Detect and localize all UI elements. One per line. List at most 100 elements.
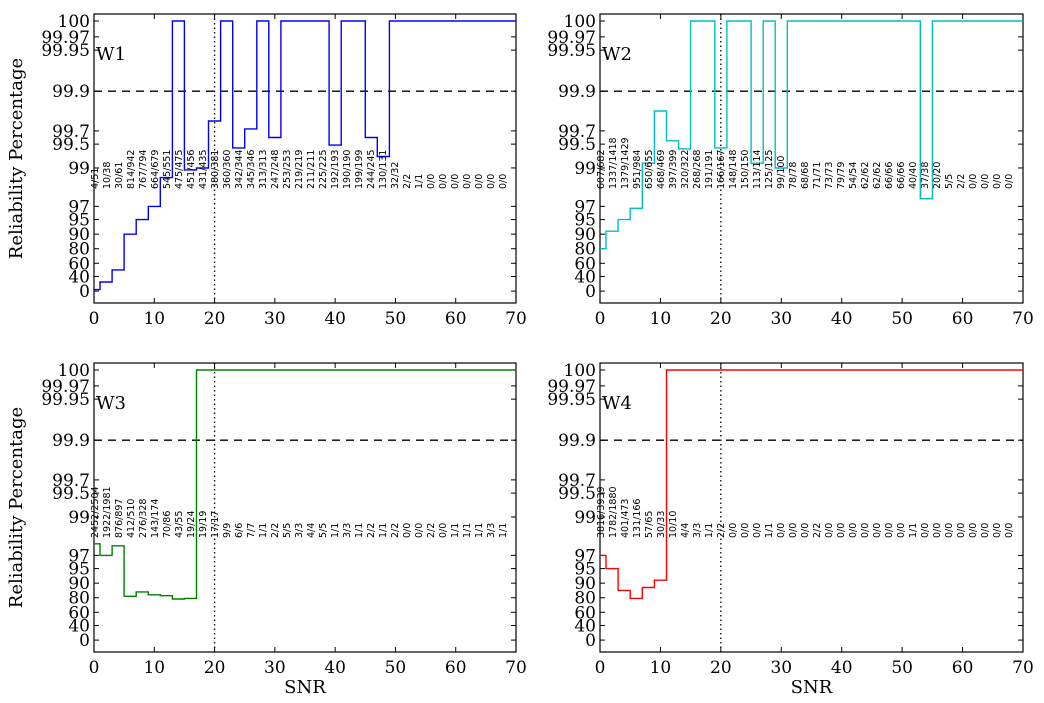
count-annotation: 0/0 <box>968 523 979 538</box>
count-annotation: 70/86 <box>162 511 173 538</box>
count-annotation: 0/0 <box>788 523 799 538</box>
y-tick-label: 99.5 <box>558 484 596 504</box>
count-annotation: 78/78 <box>788 162 799 189</box>
x-tick-label: 20 <box>710 658 732 678</box>
count-annotation: 3/3 <box>486 523 497 538</box>
reliability-step-line <box>600 369 1023 600</box>
count-annotation: 19/19 <box>198 511 209 538</box>
count-annotation: 0/0 <box>462 174 473 189</box>
x-tick-label: 10 <box>650 309 672 329</box>
count-annotation: 0/0 <box>944 523 955 538</box>
reliability-step-line <box>600 20 1023 250</box>
x-tick-label: 30 <box>770 658 792 678</box>
count-annotation: 0/0 <box>932 523 943 538</box>
x-tick-label: 60 <box>952 309 974 329</box>
count-annotation: 4/4 <box>680 523 691 538</box>
count-annotation: 4/4 <box>306 523 317 538</box>
x-tick-label: 50 <box>891 658 913 678</box>
count-annotation: 1/1 <box>704 523 715 538</box>
count-annotation: 0/0 <box>728 523 739 538</box>
panel-title: W3 <box>96 393 126 414</box>
count-annotation: 0/0 <box>450 174 461 189</box>
count-annotation: 2/2 <box>402 174 413 189</box>
count-annotation: 125/125 <box>764 150 775 189</box>
count-annotation: 0/0 <box>414 523 425 538</box>
count-annotation: 475/475 <box>174 150 185 189</box>
count-annotation: 431/435 <box>198 150 209 189</box>
y-tick-label: 99.95 <box>41 390 90 410</box>
count-annotation: 345/346 <box>246 150 257 189</box>
count-annotation: 10/38 <box>102 162 113 189</box>
count-annotation: 30/61 <box>114 162 125 189</box>
count-annotation: 1/1 <box>462 523 473 538</box>
y-tick-label: 80 <box>574 589 596 609</box>
count-annotation: 150/150 <box>740 150 751 189</box>
count-annotation: 0/0 <box>438 174 449 189</box>
x-tick-label: 0 <box>595 658 606 678</box>
count-annotation: 30/33 <box>656 511 667 538</box>
count-annotation: 43/55 <box>174 511 185 538</box>
count-annotation: 397/399 <box>668 150 679 189</box>
x-tick-label: 30 <box>770 309 792 329</box>
y-tick-label: 90 <box>574 225 596 245</box>
count-annotation: 79/79 <box>836 162 847 189</box>
axes-frame <box>93 362 517 653</box>
count-annotation: 767/794 <box>138 150 149 189</box>
y-tick-label: 99.7 <box>558 471 596 491</box>
y-tick-label: 0 <box>79 282 90 302</box>
count-annotation: 3/3 <box>692 523 703 538</box>
x-tick-label: 30 <box>264 309 286 329</box>
count-annotation: 468/469 <box>656 150 667 189</box>
count-annotation: 99/100 <box>776 156 787 189</box>
reliability-step-line <box>94 369 516 600</box>
y-tick-label: 95 <box>574 560 596 580</box>
count-annotation: 1782/1880 <box>608 486 619 538</box>
y-tick-label: 80 <box>574 240 596 260</box>
count-annotation: 0/0 <box>956 523 967 538</box>
y-tick-label: 99.97 <box>547 28 596 48</box>
count-annotation: 0/0 <box>992 174 1003 189</box>
x-tick-label: 40 <box>324 309 346 329</box>
count-annotation: 0/0 <box>896 523 907 538</box>
count-annotation: 148/148 <box>728 150 739 189</box>
count-annotation: 0/0 <box>920 523 931 538</box>
y-tick-label: 0 <box>79 631 90 651</box>
count-annotation: 650/655 <box>644 150 655 189</box>
count-annotation: 268/268 <box>692 150 703 189</box>
count-annotation: 211/211 <box>306 150 317 189</box>
count-annotation: 0/0 <box>776 523 787 538</box>
count-annotation: 360/360 <box>222 150 233 189</box>
y-tick-label: 99 <box>574 159 596 179</box>
count-annotation: 2/2 <box>426 523 437 538</box>
y-axis-label: Reliability Percentage <box>6 58 27 259</box>
x-tick-label: 60 <box>445 658 467 678</box>
x-tick-label: 10 <box>143 309 165 329</box>
count-annotation: 0/0 <box>1004 174 1015 189</box>
y-tick-label: 90 <box>68 225 90 245</box>
y-tick-label: 95 <box>68 560 90 580</box>
count-annotation: 0/0 <box>498 174 509 189</box>
axes-frame <box>599 362 1024 653</box>
y-tick-label: 99.95 <box>547 41 596 61</box>
count-annotation: 130/131 <box>378 150 389 189</box>
count-annotation: 3/3 <box>342 523 353 538</box>
count-annotation: 1/1 <box>414 174 425 189</box>
count-annotation: 0/0 <box>860 523 871 538</box>
count-annotation: 0/0 <box>824 523 835 538</box>
count-annotation: 0/0 <box>438 523 449 538</box>
x-tick-label: 20 <box>204 309 226 329</box>
count-annotation: 320/322 <box>680 150 691 189</box>
x-tick-label: 70 <box>505 658 527 678</box>
count-annotation: 225/225 <box>318 150 329 189</box>
count-annotation: 1/1 <box>764 523 775 538</box>
count-annotation: 2/2 <box>716 523 727 538</box>
count-annotation: 253/253 <box>282 150 293 189</box>
y-tick-label: 99.5 <box>52 484 90 504</box>
count-annotation: 2/2 <box>956 174 967 189</box>
x-axis-label: SNR <box>284 677 326 698</box>
y-tick-label: 97 <box>68 197 90 217</box>
count-annotation: 62/62 <box>872 162 883 189</box>
count-annotation: 814/942 <box>126 150 137 189</box>
y-tick-label: 97 <box>68 546 90 566</box>
